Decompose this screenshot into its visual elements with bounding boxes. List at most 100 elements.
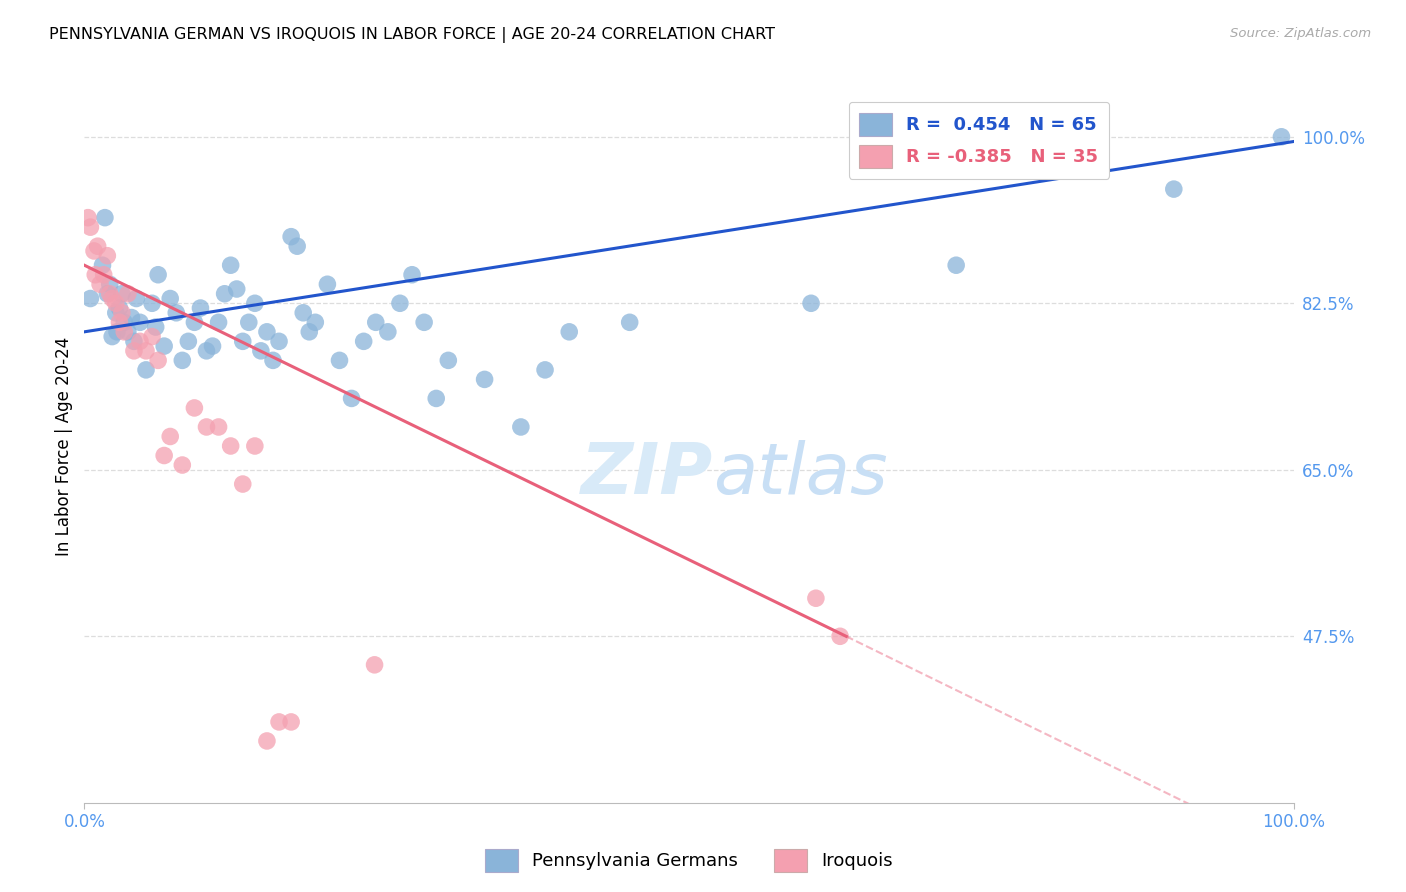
Point [800,296,823,310]
Point [207,420,229,434]
Point [117,325,139,339]
Point [79,220,101,235]
Point [108,315,131,329]
Text: Source: ZipAtlas.com: Source: ZipAtlas.com [1230,27,1371,40]
Point [225,282,247,296]
Point [830,629,852,643]
Point [945,258,967,272]
Point [165,306,187,320]
Point [413,315,436,329]
Point [219,258,242,272]
Point [96,249,118,263]
Point [141,329,163,343]
Point [79,292,101,306]
Point [105,325,128,339]
Point [122,343,145,358]
Point [177,334,200,349]
Point [117,286,139,301]
Point [183,401,205,415]
Point [804,591,827,606]
Point [111,306,134,320]
Point [195,420,218,434]
Legend: Pennsylvania Germans, Iroquois: Pennsylvania Germans, Iroquois [478,842,900,880]
Point [509,420,531,434]
Point [112,325,135,339]
Point [86,239,108,253]
Point [93,268,115,282]
Point [96,286,118,301]
Point [232,334,254,349]
Point [1270,129,1292,144]
Point [101,292,124,306]
Point [425,392,447,406]
Point [267,334,290,349]
Point [243,439,266,453]
Point [172,353,194,368]
Text: PENNSYLVANIA GERMAN VS IROQUOIS IN LABOR FORCE | AGE 20-24 CORRELATION CHART: PENNSYLVANIA GERMAN VS IROQUOIS IN LABOR… [49,27,775,43]
Point [122,334,145,349]
Point [285,239,308,253]
Point [121,310,143,325]
Point [377,325,399,339]
Point [353,334,375,349]
Point [201,339,224,353]
Point [77,211,100,225]
Point [558,325,581,339]
Point [298,325,321,339]
Point [190,301,212,315]
Point [83,244,105,258]
Text: atlas: atlas [713,440,887,509]
Point [340,392,363,406]
Point [98,277,121,292]
Point [104,296,127,310]
Point [146,268,169,282]
Point [146,353,169,368]
Text: ZIP: ZIP [581,440,713,509]
Point [108,301,131,315]
Point [153,449,176,463]
Point [363,657,385,672]
Point [328,353,350,368]
Point [129,315,152,329]
Point [172,458,194,472]
Point [207,315,229,329]
Point [135,363,157,377]
Point [388,296,411,310]
Point [304,315,326,329]
Point [98,286,121,301]
Point [153,339,176,353]
Point [534,363,557,377]
Point [364,315,387,329]
Point [112,315,135,329]
Point [214,286,236,301]
Point [135,343,157,358]
Point [316,277,339,292]
Point [159,429,181,443]
Point [619,315,641,329]
Point [145,320,167,334]
Point [111,286,134,301]
Point [84,268,107,282]
Point [94,211,117,225]
Point [1163,182,1185,196]
Point [256,325,278,339]
Point [437,353,460,368]
Point [101,329,124,343]
Y-axis label: In Labor Force | Age 20-24: In Labor Force | Age 20-24 [55,336,73,556]
Point [267,714,290,729]
Point [183,315,205,329]
Point [243,296,266,310]
Point [474,372,496,386]
Point [232,477,254,491]
Point [280,714,302,729]
Point [262,353,284,368]
Point [238,315,260,329]
Point [195,343,218,358]
Point [104,306,127,320]
Point [89,277,111,292]
Point [280,229,302,244]
Point [292,306,315,320]
Point [256,734,278,748]
Point [91,258,114,272]
Point [141,296,163,310]
